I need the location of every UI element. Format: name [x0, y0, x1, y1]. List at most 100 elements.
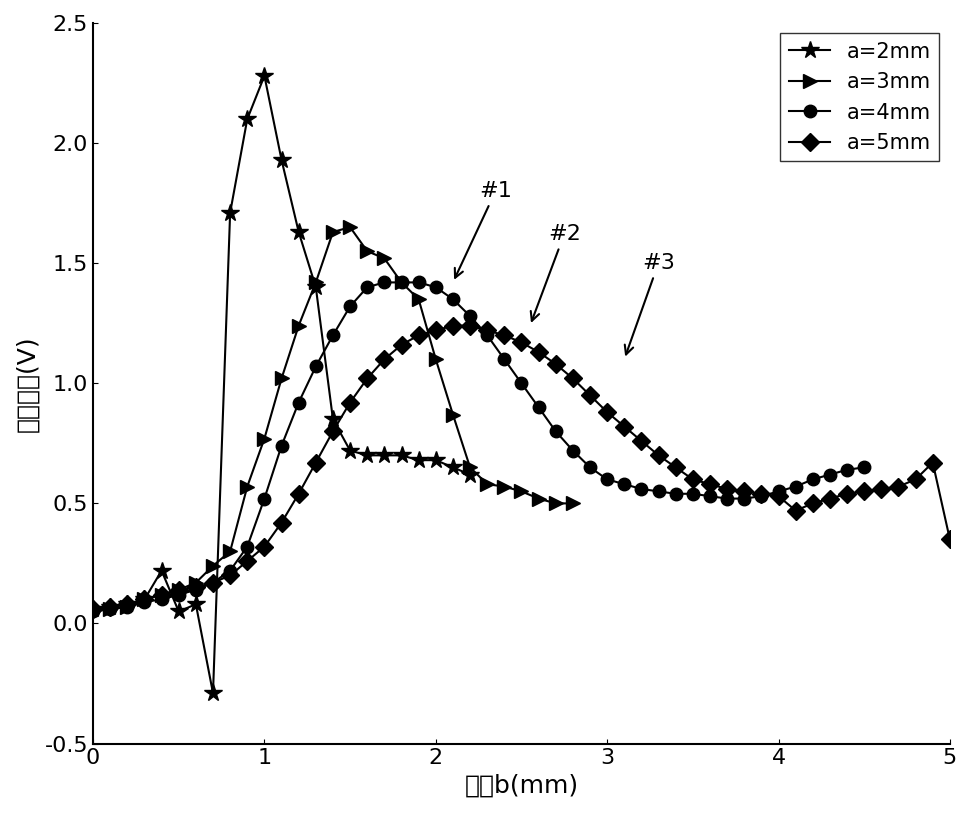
a=4mm	[344, 302, 356, 311]
a=2mm	[328, 415, 339, 424]
a=2mm	[156, 566, 167, 576]
a=2mm	[104, 602, 116, 611]
a=3mm	[378, 254, 390, 263]
a=4mm	[173, 589, 185, 599]
a=3mm	[447, 410, 459, 420]
a=4mm	[87, 606, 99, 616]
a=4mm	[773, 486, 784, 496]
Text: #3: #3	[625, 253, 675, 354]
a=2mm	[447, 463, 459, 472]
a=3mm	[533, 493, 544, 503]
a=3mm	[481, 480, 493, 489]
a=4mm	[191, 585, 202, 595]
a=2mm	[276, 155, 288, 165]
a=4mm	[241, 541, 253, 551]
Legend: a=2mm, a=3mm, a=4mm, a=5mm: a=2mm, a=3mm, a=4mm, a=5mm	[781, 33, 940, 161]
a=4mm	[293, 398, 304, 407]
a=5mm	[670, 463, 681, 472]
a=5mm	[927, 458, 939, 467]
a=2mm	[122, 599, 133, 609]
a=4mm	[739, 493, 750, 503]
a=2mm	[207, 689, 219, 698]
a=4mm	[807, 475, 818, 485]
X-axis label: 短轴b(mm): 短轴b(mm)	[465, 774, 578, 798]
a=4mm	[755, 491, 767, 501]
Line: a=2mm: a=2mm	[84, 67, 479, 702]
a=4mm	[139, 597, 151, 606]
a=3mm	[499, 481, 510, 491]
a=3mm	[567, 498, 578, 508]
a=4mm	[104, 604, 116, 614]
a=3mm	[550, 498, 562, 508]
a=4mm	[653, 486, 665, 496]
a=4mm	[858, 463, 870, 472]
a=2mm	[293, 227, 304, 237]
a=2mm	[378, 450, 390, 460]
a=4mm	[550, 427, 562, 437]
a=4mm	[207, 578, 219, 588]
Text: #2: #2	[531, 224, 580, 321]
a=4mm	[447, 294, 459, 304]
Text: #1: #1	[455, 180, 512, 278]
a=5mm	[447, 321, 459, 331]
a=4mm	[841, 465, 852, 475]
Y-axis label: 输出电压(V): 输出电压(V)	[15, 335, 39, 432]
a=4mm	[413, 277, 425, 287]
a=4mm	[567, 446, 578, 455]
a=5mm	[276, 518, 288, 528]
a=2mm	[396, 450, 407, 460]
a=2mm	[430, 455, 441, 465]
a=4mm	[310, 362, 322, 372]
a=3mm	[293, 321, 304, 331]
a=3mm	[430, 354, 441, 364]
a=3mm	[104, 604, 116, 614]
Line: a=5mm: a=5mm	[87, 320, 956, 615]
a=5mm	[344, 398, 356, 407]
a=2mm	[413, 455, 425, 465]
a=4mm	[584, 463, 596, 472]
a=2mm	[191, 599, 202, 609]
a=3mm	[276, 374, 288, 384]
a=3mm	[515, 486, 527, 496]
a=3mm	[259, 433, 270, 443]
a=4mm	[721, 493, 733, 503]
a=3mm	[465, 463, 476, 472]
a=3mm	[362, 246, 373, 256]
a=3mm	[156, 589, 167, 599]
a=4mm	[515, 378, 527, 388]
Line: a=4mm: a=4mm	[87, 276, 871, 618]
a=4mm	[328, 330, 339, 340]
a=4mm	[430, 282, 441, 292]
a=4mm	[156, 594, 167, 604]
a=2mm	[87, 604, 99, 614]
a=3mm	[139, 594, 151, 604]
a=4mm	[481, 330, 493, 340]
a=4mm	[533, 402, 544, 412]
a=3mm	[241, 481, 253, 491]
a=2mm	[259, 71, 270, 80]
a=4mm	[396, 277, 407, 287]
a=2mm	[344, 446, 356, 455]
a=4mm	[636, 484, 647, 493]
a=5mm	[721, 484, 733, 493]
a=2mm	[225, 208, 236, 218]
a=4mm	[225, 566, 236, 576]
a=3mm	[191, 578, 202, 588]
a=4mm	[824, 470, 836, 480]
a=3mm	[396, 277, 407, 287]
a=3mm	[310, 277, 322, 287]
a=3mm	[328, 227, 339, 237]
a=5mm	[87, 604, 99, 614]
a=3mm	[344, 222, 356, 232]
a=4mm	[499, 354, 510, 364]
a=4mm	[465, 311, 476, 321]
a=4mm	[704, 491, 715, 501]
a=3mm	[207, 561, 219, 571]
Line: a=3mm: a=3mm	[87, 220, 580, 619]
a=4mm	[378, 277, 390, 287]
a=3mm	[225, 546, 236, 556]
a=5mm	[944, 534, 955, 544]
a=2mm	[139, 594, 151, 604]
a=2mm	[310, 282, 322, 292]
a=3mm	[87, 606, 99, 616]
